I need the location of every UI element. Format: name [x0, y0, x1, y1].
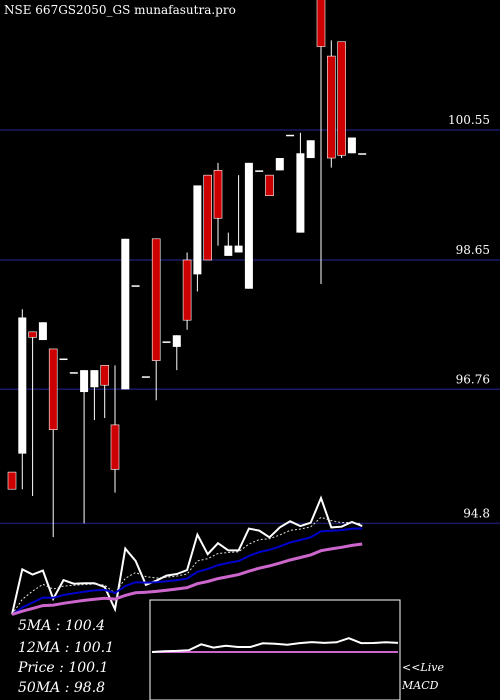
candle-body — [162, 341, 171, 343]
stat-5ma-label: 5MA — [18, 618, 51, 634]
candle-body — [69, 372, 78, 374]
y-tick-label: 94.8 — [463, 506, 490, 520]
y-tick-label: 96.76 — [456, 372, 490, 386]
candle-body — [234, 245, 243, 253]
candle-body — [193, 185, 202, 275]
candle-body — [48, 348, 58, 430]
candle-body — [141, 376, 150, 378]
candle-body — [172, 335, 181, 347]
candle-body — [347, 137, 356, 154]
indicator-lines — [11, 495, 363, 616]
candle-body — [80, 370, 89, 393]
ema-fast-line — [11, 516, 363, 615]
candle-body — [337, 41, 346, 156]
macd-caption-live: <<Live — [402, 661, 444, 674]
candle-body — [18, 317, 27, 454]
candle-body — [244, 162, 253, 289]
candle-body — [38, 322, 47, 341]
y-tick-label: 98.65 — [456, 243, 490, 257]
chart-title: NSE 667GS2050_GS munafasutra.pro — [4, 3, 236, 17]
candle-body — [121, 238, 130, 390]
candle-body — [275, 158, 284, 171]
candle-body — [28, 331, 37, 338]
candle-body — [286, 134, 295, 137]
candle-body — [151, 238, 161, 361]
candles — [7, 0, 367, 538]
candle-body — [131, 285, 140, 287]
stat-5ma-value: 100.4 — [65, 618, 105, 634]
candle-body — [90, 370, 99, 388]
y-tick-label: 100.55 — [448, 113, 490, 127]
candle-body — [203, 174, 212, 261]
stat-50ma-label: 50MA — [18, 680, 60, 696]
candle-body — [110, 424, 120, 470]
stat-50ma-value: 98.8 — [74, 680, 105, 696]
candle-body — [296, 153, 305, 233]
stat-12ma-value: 100.1 — [74, 640, 114, 656]
stat-12ma-sep: : — [60, 640, 74, 656]
stat-price-value: 100.1 — [68, 660, 108, 676]
candle-body — [182, 259, 192, 321]
candle-body — [358, 153, 367, 155]
stat-5ma: 5MA : 100.4 — [18, 618, 105, 634]
candle-body — [59, 358, 68, 361]
axis-labels: 100.55 98.65 96.76 94.8 — [448, 113, 490, 520]
candle-body — [7, 471, 17, 490]
stat-price-label: Price — [17, 660, 55, 676]
stat-12ma-label: 12MA — [18, 640, 60, 656]
candle-body — [316, 0, 326, 47]
candle-body — [213, 170, 223, 219]
stat-50ma-sep: : — [60, 680, 74, 696]
stat-price: Price : 100.1 — [17, 660, 108, 676]
candle-body — [255, 170, 264, 172]
macd-panel — [149, 599, 401, 700]
stat-50ma: 50MA : 98.8 — [18, 680, 105, 696]
macd-caption-label: MACD — [401, 679, 439, 692]
stat-price-sep: : — [55, 660, 69, 676]
candle-body — [326, 55, 336, 159]
stat-5ma-sep: : — [51, 618, 65, 634]
macd-box — [149, 599, 401, 700]
ema-slow-line — [11, 527, 363, 616]
candle-body — [224, 245, 233, 256]
candle-body — [100, 365, 109, 386]
macd-line — [151, 637, 399, 653]
candle-body — [265, 174, 274, 196]
candle-body — [306, 140, 315, 159]
price-line — [11, 495, 363, 615]
stat-12ma: 12MA : 100.1 — [18, 640, 114, 656]
ma50-line — [11, 542, 363, 616]
stats-box: 5MA : 100.4 12MA : 100.1 Price : 100.1 5… — [17, 618, 114, 696]
